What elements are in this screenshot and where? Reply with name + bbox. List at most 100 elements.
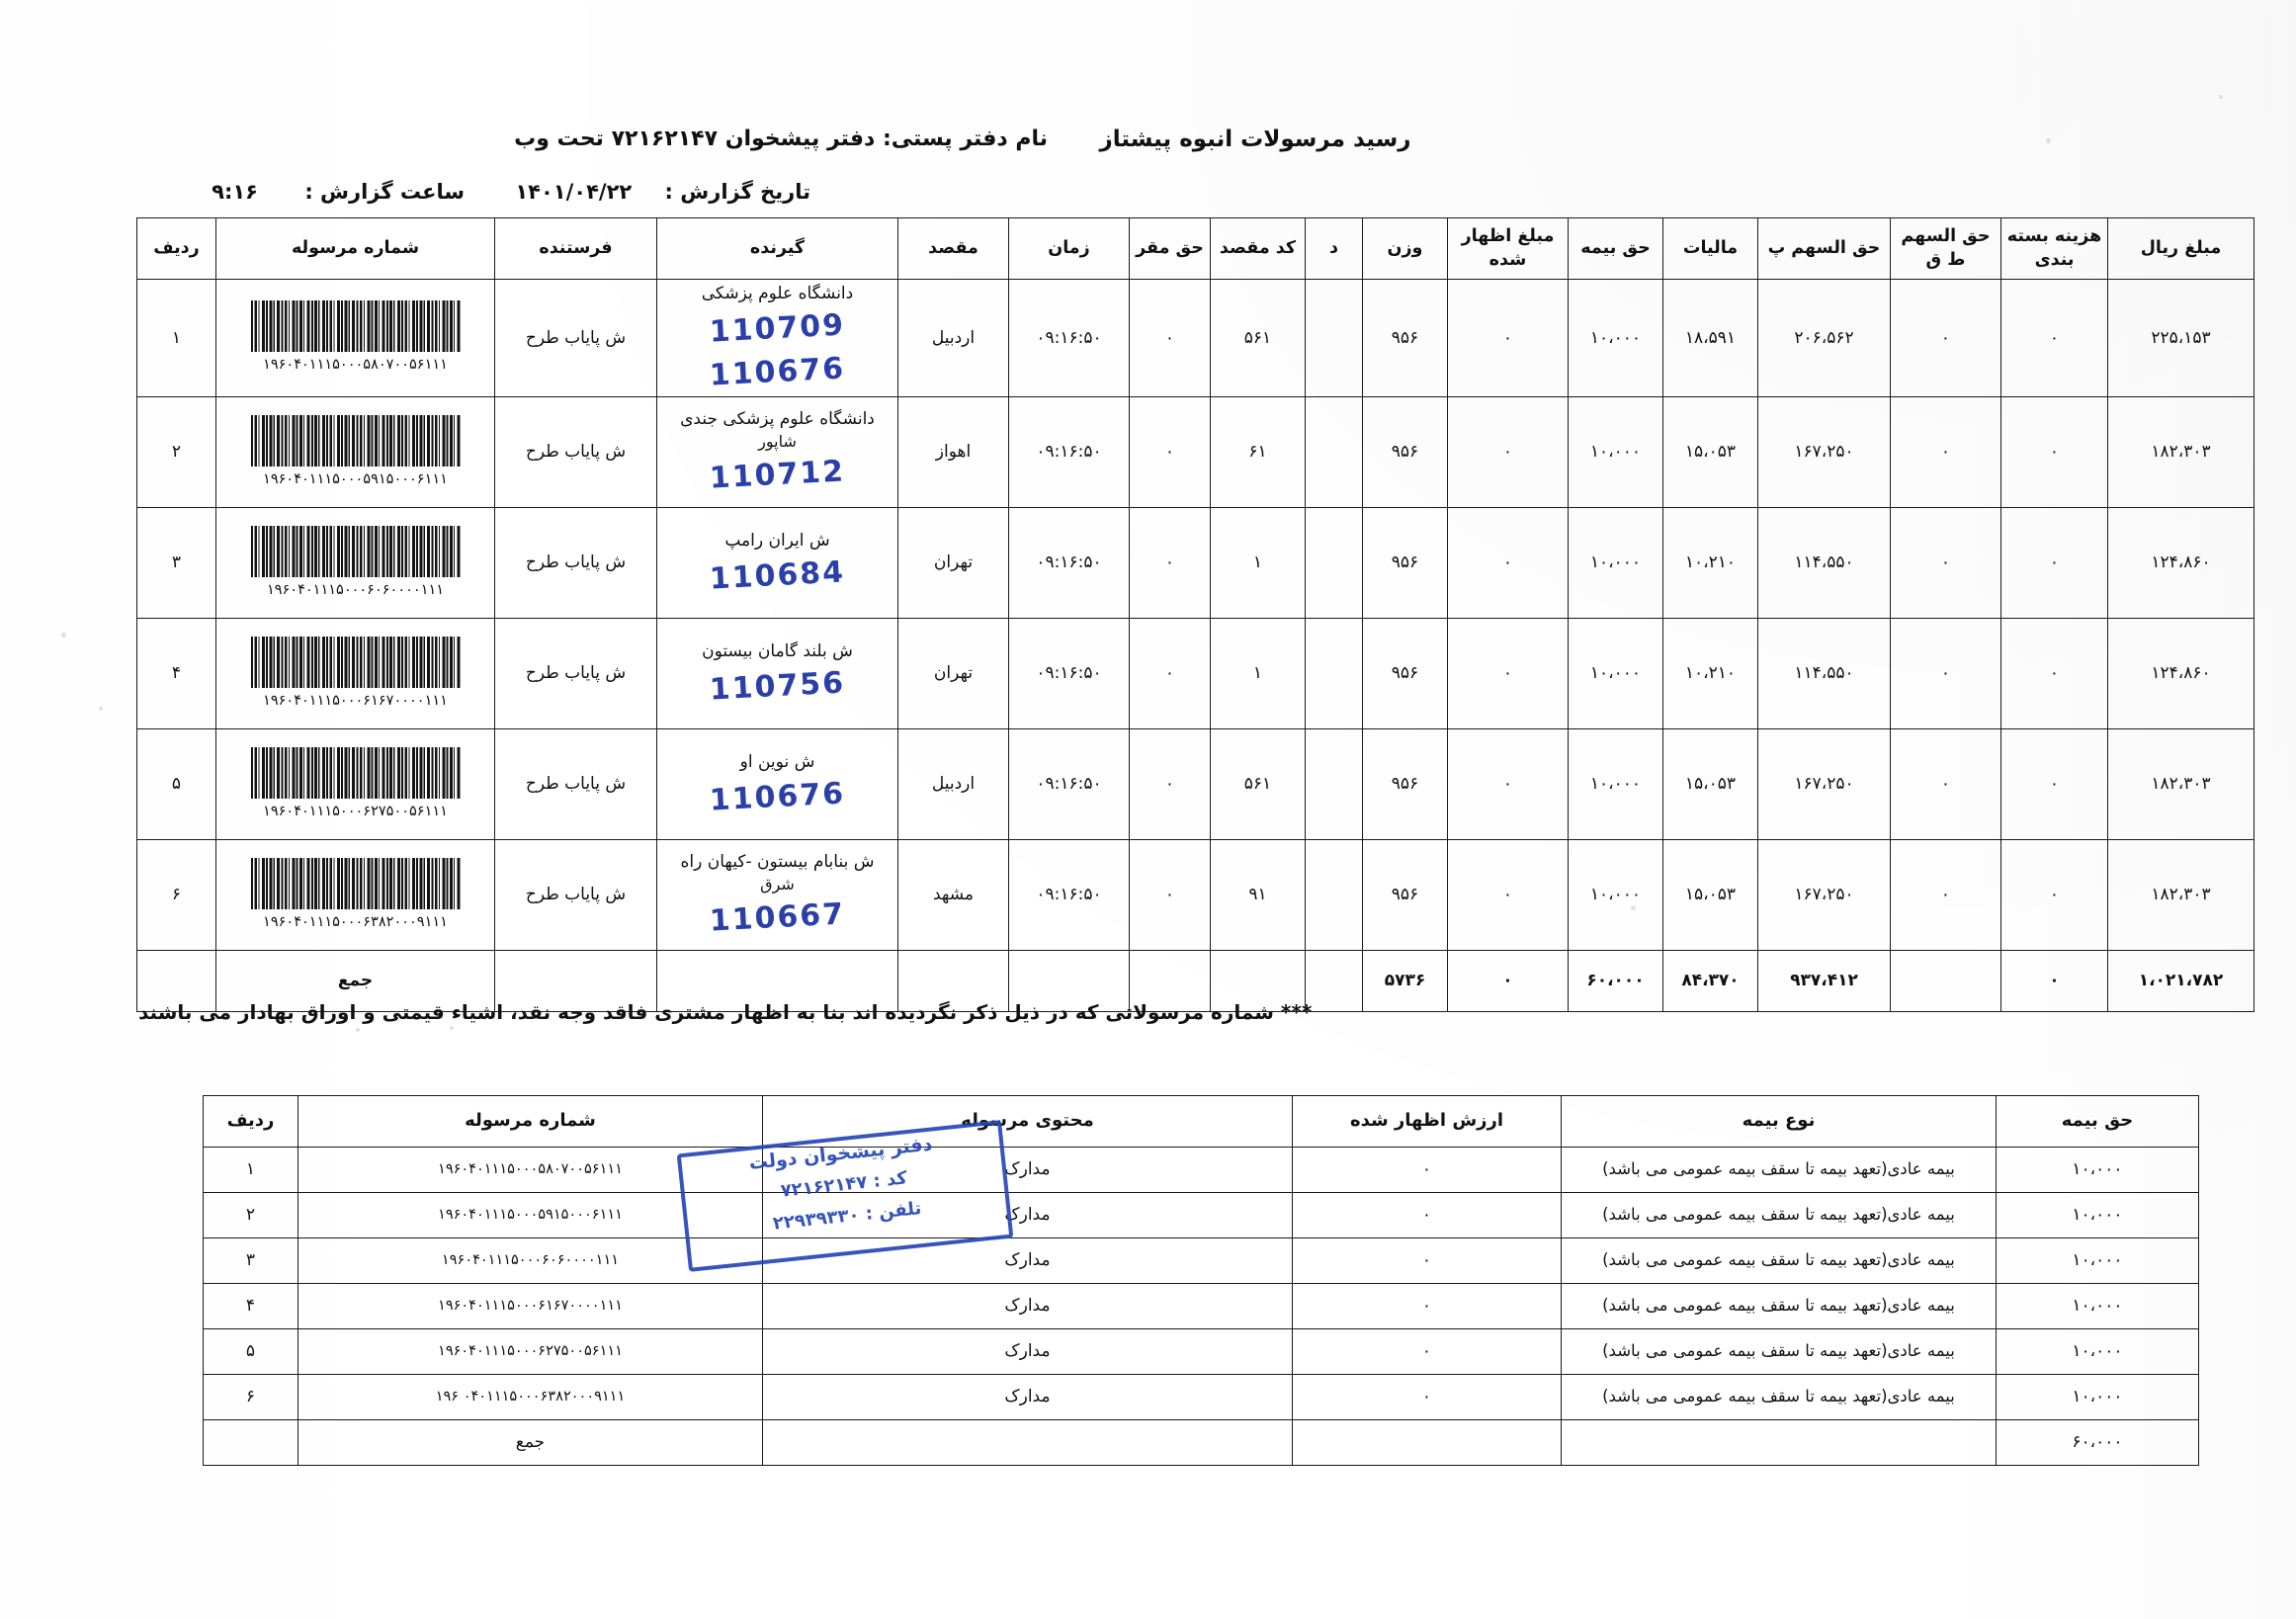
cell-dest-code: ۶۱ [1210,395,1306,508]
cell-tax: ۱۸،۵۹۱ [1662,279,1758,397]
disclaimer-note: *** شماره مرسولاتی که در ذیل ذکر نگردیده… [138,1000,2155,1024]
bottom-table-header-row: حق بیمه نوع بیمه ارزش اظهار شده محتوی مر… [203,1095,2199,1148]
cell-packing: ٠ [2000,279,2108,397]
barcode-number: ۱۹۶۰۴۰۱۱۱۵۰۰۰۶۰۶۰۰۰۰۱۱۱ [266,581,445,598]
scan-speck [61,633,66,638]
cell-declared: ٠ [1447,617,1569,729]
cell-share-p: ۱۶۷،۲۵۰ [1757,838,1891,951]
list-item: ۱۰،۰۰۰ بیمه عادی(تعهد بیمه تا سقف بیمه عم… [203,1283,2199,1329]
receiver-name: دانشگاه علوم پزشکی جندی [680,408,875,429]
cell-row-index: ۱ [136,279,216,397]
barcode-image [250,414,461,467]
report-time: ساعت گزارش : ۹:۱۶ [148,180,465,204]
cell-haghe-moghar: ٠ [1129,727,1211,840]
cell-packing: ٠ [2000,727,2108,840]
cell-insurance: ۱۰،۰۰۰ [1568,395,1663,508]
insurance-table: حق بیمه نوع بیمه ارزش اظهار شده محتوی مر… [203,1095,2199,1466]
barcode-image [250,300,461,353]
cell-insurance: ۱۰،۰۰۰ [1568,617,1663,729]
cell-barcode: ۱۹۶۰۴۰۱۱۱۵۰۰۰۶۲۷۵۰۰۵۶۱۱۱ [215,727,495,840]
cell-bottom-row-index: ۲ [203,1192,298,1238]
cell-declared: ٠ [1447,395,1569,508]
sum-haghe-moghar [1129,949,1211,1012]
report-time-value: ۹:۱۶ [212,180,258,204]
handwritten-note: 110712 [709,454,846,497]
table-sum-row: ۱،۰۲۱،۷۸۲ ٠ ۹۳۷،۴۱۲ ۸۴،۳۷۰ ۶۰،۰۰۰ ٠ ۵۷۳۶ جمع [136,949,2254,1012]
table-row: ۱۲۴،۸۶۰ ٠ ٠ ۱۱۴،۵۵۰ ۱۰،۲۱۰ ۱۰،۰۰۰ ٠ ۹۵۶ ۱ ٠ ۰۹:۱۶:… [136,506,2254,619]
cell-destination: اردبیل [897,727,1009,840]
cell-content: مدارک [762,1147,1293,1193]
cell-barcode: ۱۹۶۰۴۰۱۱۱۵۰۰۰۶۳۸۲۰۰۰۹۱۱۱ [215,838,495,951]
sum-sender [494,949,657,1012]
sum-label: جمع [215,949,495,1012]
cell-content: مدارک [762,1283,1293,1329]
cell-time: ۰۹:۱۶:۵۰ [1008,279,1130,397]
cell-time: ۰۹:۱۶:۵۰ [1008,727,1130,840]
cell-share-p: ۲۰۶،۵۶۲ [1757,279,1891,397]
cell-tax: ۱۵،۰۵۳ [1662,395,1758,508]
cell-declared: ٠ [1447,838,1569,951]
receiver-name: ش نوین او [739,751,815,772]
col-ins-fee: حق بیمه [1996,1095,2199,1148]
cell-sender: ش پایاب طرح [494,279,657,397]
cell-time: ۰۹:۱۶:۵۰ [1008,617,1130,729]
col-time: زمان [1008,217,1130,280]
cell-bottom-barcode-number: ۱۹۶۰۴۰۱۱۱۵۰۰۰۶۱۶۷۰۰۰۰۱۱۱ [298,1283,763,1329]
cell-share-tq: ٠ [1890,395,2001,508]
cell-d [1305,506,1363,619]
cell-insurance: ۱۰،۰۰۰ [1568,279,1663,397]
cell-row-index: ۵ [136,727,216,840]
barcode-number: ۱۹۶۰۴۰۱۱۱۵۰۰۰۶۲۷۵۰۰۵۶۱۱۱ [263,803,448,819]
barcode-image [250,636,461,688]
cell-share-tq: ٠ [1890,279,2001,397]
scan-speck [2046,138,2051,143]
cell-weight: ۹۵۶ [1362,727,1448,840]
sum-packing: ٠ [2000,949,2108,1012]
scan-speck [356,1028,360,1032]
report-date: تاریخ گزارش : ۱۴۰۱/۰۴/۲۲ [474,180,810,204]
cell-weight: ۹۵۶ [1362,279,1448,397]
cell-declared-value: ٠ [1292,1147,1562,1193]
cell-declared: ٠ [1447,506,1569,619]
bottom-sum-declared-value [1292,1419,1562,1466]
report-date-label: تاریخ گزارش : [664,180,810,204]
receiver-name: ش ایران رامپ [724,530,830,551]
handwritten-note: 110684 [709,554,846,597]
col-share-tq: حق السهم ط ق [1890,217,2001,280]
cell-bottom-barcode-number: ۱۹۶۰۴۰۱۱۱۵۰۰۰۵۸۰۷۰۰۵۶۱۱۱ [298,1147,763,1193]
cell-packing: ٠ [2000,617,2108,729]
scan-speck [2219,95,2223,99]
cell-insurance: ۱۰،۰۰۰ [1568,838,1663,951]
barcode-image [250,857,461,909]
handwritten-note: 110667 [709,896,846,940]
sum-tax: ۸۴،۳۷۰ [1662,949,1758,1012]
scan-speck [99,707,103,711]
cell-tax: ۱۵،۰۵۳ [1662,727,1758,840]
receiver-name: ش بنابام بیستون -کیهان راه [680,851,875,872]
cell-packing: ٠ [2000,838,2108,951]
cell-destination: تهران [897,506,1009,619]
cell-time: ۰۹:۱۶:۵۰ [1008,395,1130,508]
cell-d [1305,838,1363,951]
cell-ins-fee: ۱۰،۰۰۰ [1996,1328,2199,1375]
table-header-row: مبلغ ریال هزینه بسته بندی حق السهم ط ق ح… [136,217,2254,280]
cell-ins-fee: ۱۰،۰۰۰ [1996,1237,2199,1284]
bottom-sum-label: جمع [298,1419,763,1466]
cell-receiver: دانشگاه علوم پزشکی 110709 110676 [656,279,898,397]
cell-declared-value: ٠ [1292,1328,1562,1375]
bottom-sum-row-index [203,1419,298,1466]
report-date-value: ۱۴۰۱/۰۴/۲۲ [515,180,633,204]
cell-amount: ۱۲۴،۸۶۰ [2107,506,2254,619]
cell-sender: ش پایاب طرح [494,506,657,619]
cell-receiver: ش نوین او 110676 [656,727,898,840]
sum-share-p: ۹۳۷،۴۱۲ [1757,949,1891,1012]
barcode-number: ۱۹۶۰۴۰۱۱۱۵۰۰۰۶۳۸۲۰۰۰۹۱۱۱ [263,913,448,930]
cell-content: مدارک [762,1328,1293,1375]
cell-ins-fee: ۱۰،۰۰۰ [1996,1147,2199,1193]
cell-row-index: ۳ [136,506,216,619]
cell-haghe-moghar: ٠ [1129,506,1211,619]
col-weight: وزن [1362,217,1448,280]
cell-declared: ٠ [1447,279,1569,397]
cell-barcode: ۱۹۶۰۴۰۱۱۱۵۰۰۰۶۰۶۰۰۰۰۱۱۱ [215,506,495,619]
cell-declared-value: ٠ [1292,1374,1562,1420]
